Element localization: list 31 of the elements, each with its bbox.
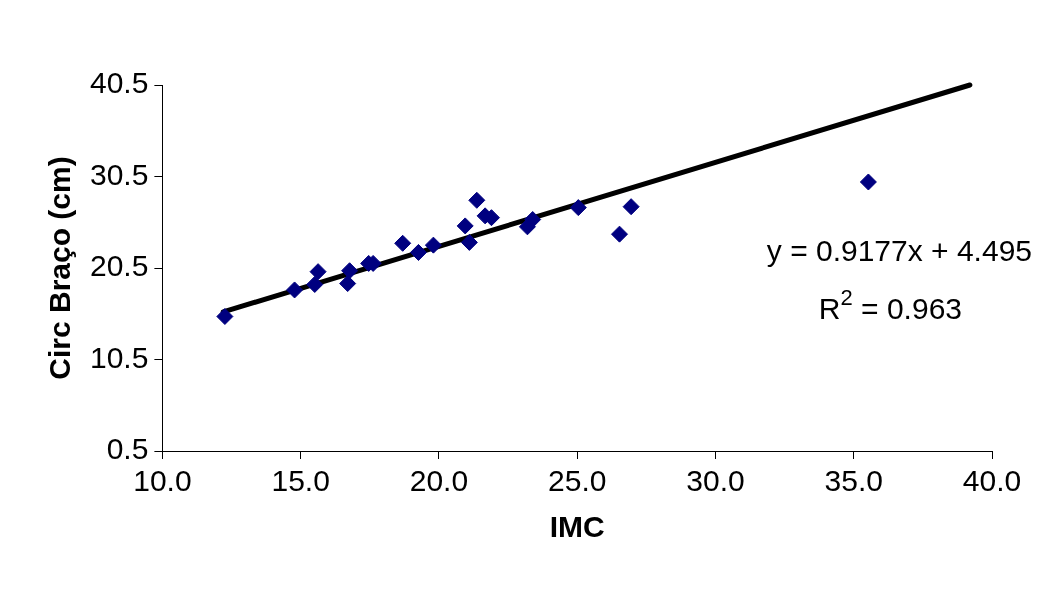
y-tick-label: 10.5 <box>90 340 149 374</box>
point <box>341 262 359 280</box>
point <box>611 225 629 243</box>
point <box>424 236 442 254</box>
point <box>569 199 587 217</box>
x-tick-label: 40.0 <box>962 464 1022 498</box>
point <box>622 198 640 216</box>
point <box>409 243 427 261</box>
x-tick-label: 15.0 <box>271 464 330 498</box>
point <box>460 233 478 251</box>
point <box>339 275 357 293</box>
y-tick-label: 20.5 <box>90 249 149 283</box>
point <box>309 263 327 281</box>
x-tick-label: 10.0 <box>133 464 192 498</box>
y-tick-label: 30.5 <box>90 157 149 191</box>
y-tick-label: 0.5 <box>106 432 149 466</box>
point <box>216 308 234 325</box>
point <box>286 281 304 299</box>
y-axis-title: Circ Braço (cm) <box>43 156 77 380</box>
x-axis-title: IMC <box>549 510 605 544</box>
y-tick-label: 40.5 <box>90 66 149 100</box>
x-tick-label: 20.0 <box>409 464 469 498</box>
point <box>306 275 324 293</box>
point <box>394 234 412 252</box>
point <box>468 191 486 209</box>
x-tick-label: 30.0 <box>686 464 745 498</box>
annotation: y = 0.9177x + 4.495 <box>766 234 1033 268</box>
point <box>859 173 877 191</box>
point <box>456 217 474 235</box>
x-tick-label: 35.0 <box>824 464 883 498</box>
x-tick-label: 25.0 <box>548 464 607 498</box>
